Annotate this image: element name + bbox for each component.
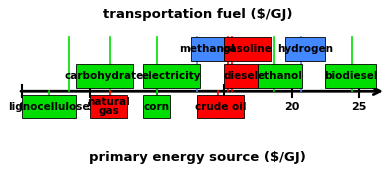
Text: lignocellulose: lignocellulose	[9, 102, 90, 112]
FancyBboxPatch shape	[22, 95, 76, 118]
Text: primary energy source ($/GJ): primary energy source ($/GJ)	[89, 151, 306, 164]
Text: 15: 15	[216, 102, 232, 112]
FancyBboxPatch shape	[285, 37, 325, 61]
Text: transportation fuel ($/GJ): transportation fuel ($/GJ)	[103, 8, 292, 21]
FancyBboxPatch shape	[90, 95, 127, 118]
FancyBboxPatch shape	[224, 37, 271, 61]
FancyBboxPatch shape	[143, 64, 200, 88]
FancyBboxPatch shape	[224, 64, 258, 88]
Text: 25: 25	[351, 102, 367, 112]
Text: 0: 0	[18, 102, 26, 112]
Text: biodiesel: biodiesel	[324, 71, 377, 81]
Text: ethanol: ethanol	[258, 71, 303, 81]
Text: electricity: electricity	[142, 71, 201, 81]
Text: 10: 10	[149, 102, 165, 112]
Text: 5: 5	[86, 102, 93, 112]
FancyBboxPatch shape	[197, 95, 245, 118]
Text: corn: corn	[144, 102, 170, 112]
Text: diesel: diesel	[223, 71, 259, 81]
Text: methanol: methanol	[180, 44, 235, 54]
Text: gasoline: gasoline	[223, 44, 273, 54]
FancyBboxPatch shape	[143, 95, 171, 118]
Text: carbohydrate: carbohydrate	[65, 71, 144, 81]
Text: hydrogen: hydrogen	[277, 44, 333, 54]
FancyBboxPatch shape	[325, 64, 376, 88]
FancyBboxPatch shape	[191, 37, 224, 61]
FancyBboxPatch shape	[76, 64, 132, 88]
Text: 20: 20	[284, 102, 299, 112]
Text: natural
gas: natural gas	[87, 97, 130, 116]
Text: crude oil: crude oil	[195, 102, 247, 112]
FancyBboxPatch shape	[258, 64, 302, 88]
